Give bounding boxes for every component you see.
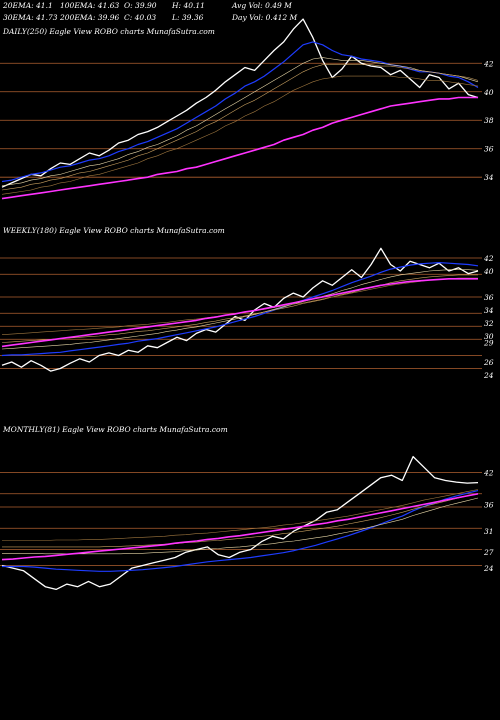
series-ema-band-2 [2, 493, 479, 548]
header-open: O: 39.90 [124, 1, 157, 10]
header-low: L: 39.36 [171, 13, 204, 22]
series-ema-band-1 [1, 57, 479, 187]
series-ema-band-3 [2, 489, 479, 541]
y-tick-label: 26 [483, 358, 494, 367]
y-tick-label: 34 [484, 306, 494, 315]
header-close: C: 40.03 [124, 13, 156, 22]
header-day-vol: Day Vol: 0.412 M [231, 13, 298, 22]
y-tick-label: 30 [484, 332, 494, 341]
header-high: H: 40.11 [171, 1, 205, 10]
y-tick-label: 40 [483, 267, 494, 276]
y-tick-label: 42 [483, 59, 494, 68]
series-ema20 [1, 262, 479, 357]
monthly-panel: 42 36 31 27 24 MONTHLY(81) Eagle View ROBO ch… [0, 425, 494, 591]
header-ema20: 20EMA: 41.1 [2, 1, 53, 10]
series-ema-band-3 [1, 75, 479, 195]
y-tick-label: 29 [483, 339, 494, 348]
header-avg-vol: Avg Vol: 0.49 M [231, 1, 292, 10]
y-tick-label: 36 [484, 293, 494, 302]
indicator-header: 20EMA: 41.1 100EMA: 41.63 O: 39.90 H: 40… [2, 1, 298, 22]
y-tick-label: 38 [484, 116, 494, 125]
y-tick-label: 36 [484, 500, 494, 509]
header-ema100: 100EMA: 41.63 [60, 1, 119, 10]
header-ema200: 200EMA: 39.96 [59, 13, 119, 22]
y-tick-label: 31 [484, 527, 494, 536]
series-ema200 [1, 96, 478, 200]
y-tick-label: 36 [484, 145, 494, 154]
series-ema200 [1, 493, 479, 561]
y-tick-label: 24 [483, 564, 494, 573]
y-tick-label: 27 [483, 548, 494, 557]
series-ema-band-2 [1, 64, 479, 191]
y-tick-label: 40 [483, 88, 494, 97]
y-tick-label: 42 [483, 469, 494, 478]
series-ema-band-2 [1, 274, 478, 343]
series-ema200 [1, 277, 478, 348]
header-ema30: 30EMA: 41.73 [3, 13, 58, 22]
panel-title: WEEKLY(180) Eagle View ROBO charts Munaf… [3, 226, 225, 235]
panel-title: MONTHLY(81) Eagle View ROBO charts Munaf… [2, 425, 228, 434]
series-price [1, 247, 479, 372]
daily-panel: 42 40 38 36 34 DAILY(250) Eagle View ROBO cha… [0, 18, 494, 200]
series-ema20 [2, 490, 479, 572]
series-price [1, 18, 479, 188]
y-tick-label: 34 [484, 173, 494, 182]
y-tick-label: 42 [483, 254, 494, 263]
series-ema-band-1 [1, 269, 479, 350]
series-ema-band-1 [2, 497, 479, 555]
y-tick-label: 24 [483, 371, 494, 380]
series-price [1, 455, 479, 591]
panel-title: DAILY(250) Eagle View ROBO charts Munafa… [2, 27, 215, 36]
y-tick-label: 32 [484, 319, 494, 328]
